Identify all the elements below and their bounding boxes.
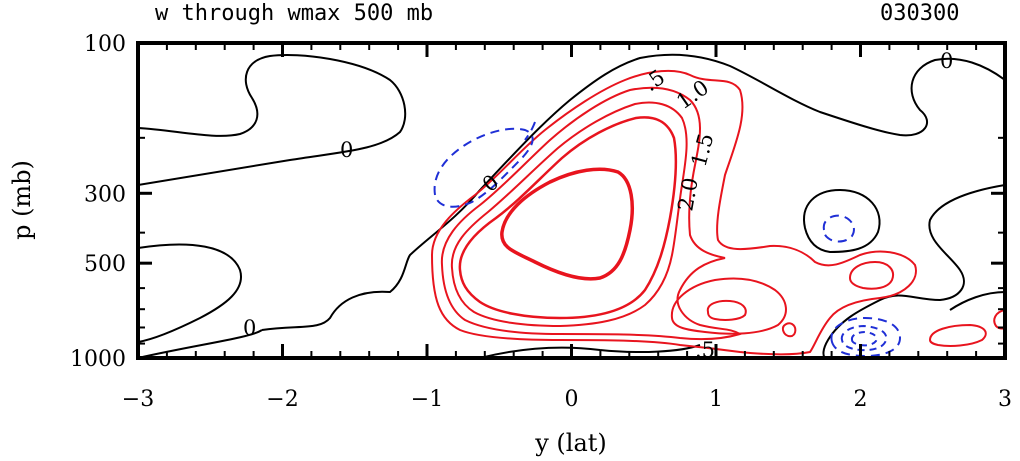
contour-label-zero-1: 0 [340,138,353,162]
contour-label-half: .5 [639,65,669,96]
zero-contour-5 [803,188,881,254]
contour-label-one: 1.0 [672,75,713,114]
y-tick-label: 1000 [70,347,126,372]
positive-cell-3 [848,260,894,290]
contour-label-two: 2.0 [673,176,702,213]
y-tick-label: 500 [84,252,126,277]
zero-contour-1 [138,54,407,186]
zero-contour-6 [822,184,1005,358]
x-tick-label: −1 [411,387,443,412]
negative-contour-2 [524,121,536,141]
chart-title: w through wmax 500 mb [155,1,433,26]
chart-subtitle: 030300 [880,1,959,26]
contour-label-zero-2: 0 [243,316,256,340]
negative-contour-5 [840,324,888,352]
y-tick-labels: 100 300 500 1000 [70,32,126,372]
negative-contour-1 [433,127,534,208]
positive-contour-core [500,167,634,281]
negative-contour-3 [822,214,855,243]
zero-contour-8 [479,344,701,358]
positive-contour-2p0 [458,116,678,320]
y-tick-label: 100 [84,32,126,57]
contour-label-zero-3: 0 [940,49,953,73]
zero-contour-7 [949,291,1005,311]
y-tick-label: 300 [84,182,126,207]
x-axis-label: y (lat) [534,429,607,457]
positive-cell-1 [670,277,787,335]
positive-contour-1p0 [440,86,743,341]
x-tick-label: 2 [854,387,868,412]
positive-cell-4 [781,322,797,338]
positive-cell-2 [706,299,747,321]
y-axis-label: p (mb) [8,160,36,240]
negative-contour-4 [830,316,902,358]
x-tick-label: −3 [122,387,154,412]
x-tick-labels: −3 −2 −1 0 1 2 3 [122,387,1012,412]
x-tick-label: 1 [709,387,723,412]
positive-contour-0p5 [430,69,917,356]
zero-contour-4 [138,329,263,358]
axis-ticks [136,41,1007,360]
positive-cell-5 [928,323,987,347]
positive-contour-1p5 [450,101,688,328]
negative-contour-6 [850,330,878,347]
zero-contour-3 [261,53,1005,331]
x-tick-label: 3 [998,387,1012,412]
contour-field [138,53,1005,358]
zero-contour-2 [138,243,243,343]
contour-label-one-half: 1.5 [687,131,719,169]
plot-frame [136,41,1007,360]
x-tick-label: −2 [266,387,298,412]
x-tick-label: 0 [565,387,579,412]
